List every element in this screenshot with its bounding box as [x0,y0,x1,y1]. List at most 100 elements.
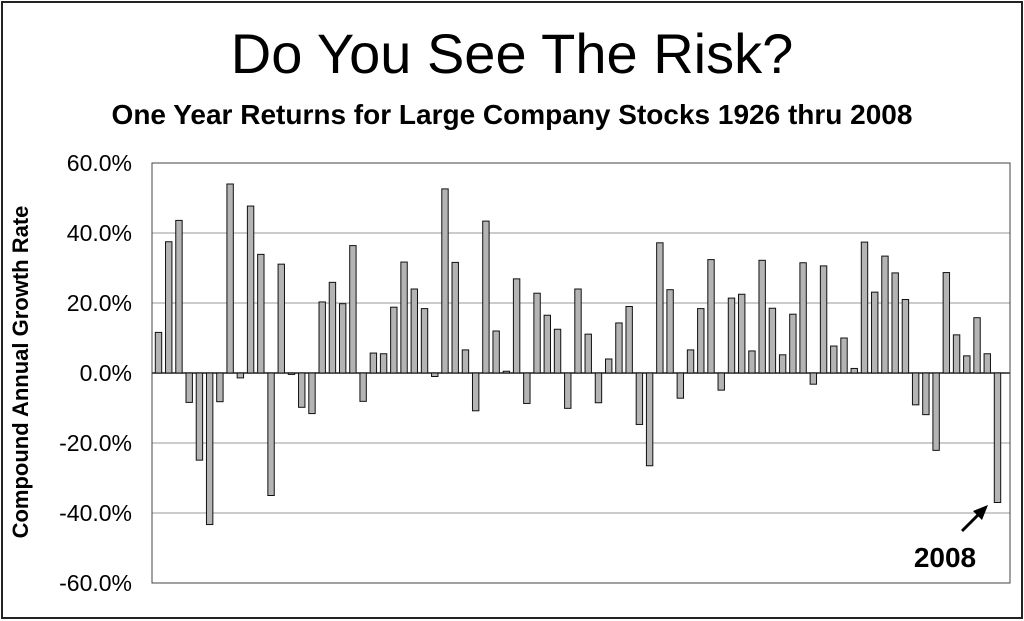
bar-1957 [471,372,480,412]
bar-1944 [338,303,347,374]
bar-1999 [901,299,910,374]
bar-1959 [492,330,500,374]
bar-1969 [594,372,603,404]
bar-1933 [226,183,234,374]
y-tick-label: -40.0% [59,500,132,526]
bar-1942 [318,301,326,374]
y-tick-label: 60.0% [67,150,132,176]
bar-1987 [778,354,787,374]
chart-title: Do You See The Risk? [230,22,794,85]
bar-1934 [236,372,245,379]
bar-2007 [983,353,991,374]
bar-1931 [205,372,214,526]
bar-1998 [891,272,899,374]
bar-1992 [830,345,838,374]
bar-1983 [738,293,746,374]
bar-1960 [502,370,511,374]
bar-1954 [441,188,449,374]
y-tick-label: 40.0% [67,220,132,246]
annotation-label: 2008 [914,542,976,573]
bar-1982 [727,297,736,374]
bar-1958 [482,220,490,374]
y-tick-label: -60.0% [59,570,132,596]
bar-1927 [165,241,173,374]
bar-1956 [461,349,470,374]
bar-1966 [564,372,572,409]
y-tick-label: 0.0% [80,360,132,386]
annotation: 2008 [914,505,988,573]
bar-1926 [154,331,163,374]
bar-1981 [717,372,725,391]
y-tick-labels: 60.0% 40.0% 20.0% 0.0% -20.0% -40.0% -60.0% [59,150,132,596]
bar-1965 [553,328,562,374]
bar-1974 [645,372,654,467]
bar-1953 [431,372,439,377]
bar-1976 [666,289,674,374]
bar-1937 [267,372,275,496]
bar-1962 [523,372,531,404]
bar-2000 [911,372,920,406]
y-axis-label: Compound Annual Growth Rate [8,206,33,539]
bar-1930 [195,372,204,461]
bars [154,183,1002,526]
bar-1997 [881,255,889,374]
bar-1948 [379,353,388,374]
bar-1949 [390,306,398,374]
bar-1993 [840,337,848,374]
bar-1996 [871,291,879,374]
bar-1941 [308,372,316,415]
bar-1988 [789,313,797,374]
annotation-arrow-head [973,505,988,520]
bar-1985 [758,259,766,374]
bar-1946 [359,372,367,402]
bar-2004 [952,334,961,374]
bar-1936 [257,253,265,374]
bar-1945 [349,245,357,374]
bar-1978 [686,349,695,374]
bar-1975 [656,242,664,374]
bar-1938 [277,263,285,374]
bar-1979 [697,308,705,374]
y-tick-label: 20.0% [67,290,132,316]
bar-1991 [819,265,828,374]
bar-1984 [748,350,756,374]
bar-2006 [973,317,981,374]
bar-1952 [420,308,429,374]
bar-1990 [809,372,818,385]
bar-1950 [400,261,408,374]
bar-1939 [287,372,296,375]
plot-border [151,162,1011,584]
bar-1940 [298,372,306,408]
chart-subtitle: One Year Returns for Large Company Stock… [111,99,913,130]
bar-1967 [574,288,582,374]
bar-1935 [246,205,255,374]
bar-1980 [707,259,715,374]
bar-2002 [932,372,940,451]
bar-1972 [625,306,633,374]
bar-1995 [860,241,869,374]
bar-2003 [942,272,951,374]
bar-1951 [410,288,418,374]
bar-1955 [451,261,459,374]
bar-1961 [512,278,521,374]
bar-2005 [963,355,971,374]
bar-1947 [369,352,378,374]
bar-1977 [676,372,685,399]
bar-1964 [543,314,551,374]
bar-1943 [328,281,337,374]
bar-2008 [993,372,1002,503]
bar-1971 [615,322,623,374]
bar-1986 [768,307,777,374]
y-tick-label: -20.0% [59,430,132,456]
bar-1963 [533,292,541,374]
bar-1932 [216,372,224,403]
bar-1973 [635,372,644,425]
bar-2001 [922,372,930,416]
bar-1970 [605,358,613,374]
bar-1989 [799,262,807,374]
bar-1928 [175,219,183,374]
bar-1994 [850,367,858,374]
bar-1968 [584,333,592,374]
bar-1929 [185,372,193,403]
